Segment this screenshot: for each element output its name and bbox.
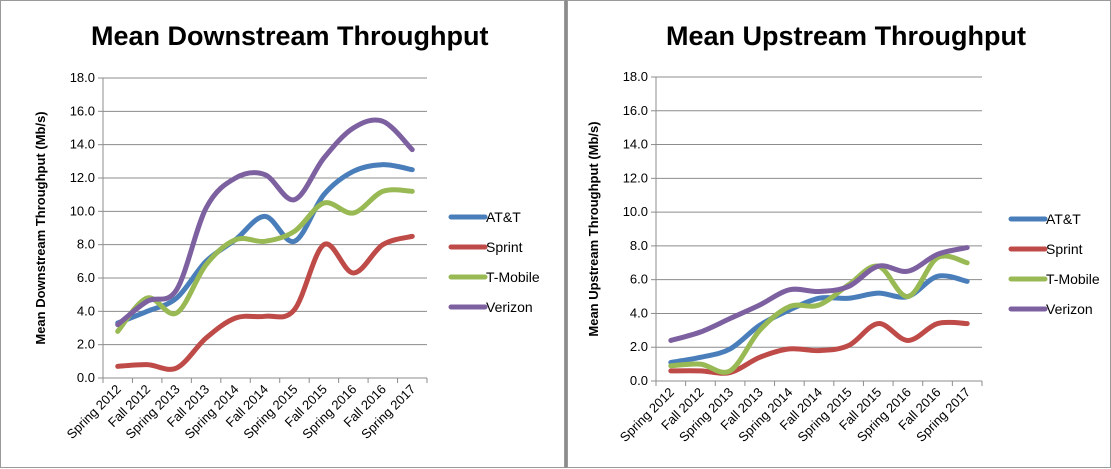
- y-axis-title: Mean Upstream Throughput (Mb/s): [586, 121, 601, 336]
- y-tick-label: 4.0: [77, 303, 95, 318]
- y-tick-label: 14.0: [623, 137, 648, 152]
- chart-upstream: 0.0 2.0 4.0 6.0 8.0 10.0 12.0 14.0 16.0 18.0 Sprin…: [586, 69, 1100, 445]
- chart-panel-upstream: Mean Upstream Throughput 0.0 2.0 4.0 6.0 8.0…: [567, 0, 1111, 468]
- y-tick-label: 12.0: [70, 170, 95, 185]
- y-tick-label: 18.0: [623, 69, 648, 84]
- chart-title: Mean Downstream Throughput: [91, 21, 489, 51]
- y-tick-label: 0.0: [77, 370, 95, 385]
- y-tick-label: 16.0: [70, 103, 95, 118]
- chart-title: Mean Upstream Throughput: [666, 21, 1027, 51]
- series-line-sprint: [668, 319, 970, 376]
- series-line-verizon: [115, 117, 415, 328]
- legend-label: Verizon: [1046, 301, 1093, 317]
- legend-label: Sprint: [1046, 241, 1083, 257]
- y-tick-label: 8.0: [630, 238, 648, 253]
- series-line-t-mobile: [668, 253, 970, 375]
- y-tick-label: 14.0: [70, 137, 95, 152]
- y-tick-label: 8.0: [77, 237, 95, 252]
- y-tick-label: 10.0: [70, 203, 95, 218]
- legend-label: T-Mobile: [1046, 271, 1100, 287]
- y-tick-label: 6.0: [77, 270, 95, 285]
- legend-label: Verizon: [486, 299, 533, 315]
- legend-label: AT&T: [1046, 211, 1081, 227]
- y-tick-label: 2.0: [630, 339, 648, 354]
- y-axis-title: Mean Downstream Throughput (Mb/s): [33, 111, 48, 344]
- legend-label: Sprint: [486, 239, 523, 255]
- legend-label: T-Mobile: [486, 269, 540, 285]
- series-line-verizon: [668, 245, 970, 343]
- panel-divider: [565, 0, 567, 468]
- chart-downstream: 0.0 2.0 4.0 6.0 8.0 10.0 12.0 14.0 16.0 18.0 Sprin…: [33, 70, 540, 442]
- y-tick-label: 6.0: [630, 272, 648, 287]
- series-line-sprint: [115, 233, 415, 372]
- chart-panel-downstream: Mean Downstream Throughput 0.0 2.0 4.0 6.0 8…: [0, 0, 565, 468]
- y-tick-label: 10.0: [623, 204, 648, 219]
- y-tick-label: 0.0: [630, 373, 648, 388]
- series-line-at-t: [115, 162, 415, 326]
- series-line-t-mobile: [115, 187, 415, 334]
- legend-label: AT&T: [486, 209, 521, 225]
- y-tick-label: 16.0: [623, 103, 648, 118]
- y-tick-label: 12.0: [623, 170, 648, 185]
- y-tick-label: 18.0: [70, 70, 95, 85]
- y-tick-label: 2.0: [77, 337, 95, 352]
- y-tick-label: 4.0: [630, 305, 648, 320]
